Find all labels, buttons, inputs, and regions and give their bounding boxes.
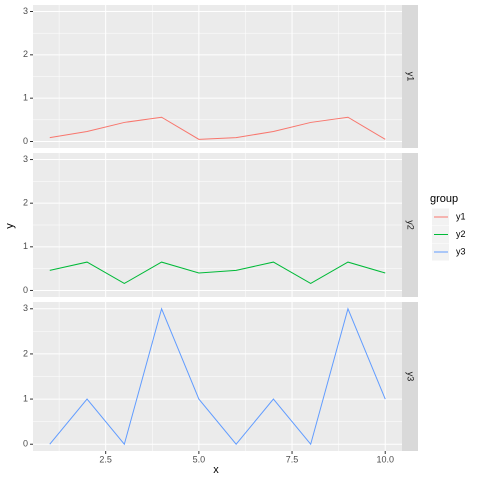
legend-label: y1 (456, 211, 466, 221)
legend-label: y2 (456, 229, 466, 239)
strip-background (402, 5, 418, 148)
y-tick-label: 3 (23, 154, 28, 164)
strip-label: y2 (406, 220, 416, 230)
y-tick-label: 1 (23, 93, 28, 103)
y-tick-label: 1 (23, 393, 28, 403)
line (49, 261, 386, 285)
strip-background (402, 302, 418, 451)
y-tick-label: 0 (23, 136, 28, 146)
line (49, 307, 386, 446)
legend-title: group (430, 193, 458, 205)
strip-background (402, 153, 418, 297)
y-tick-label: 2 (23, 348, 28, 358)
y-tick-label: 2 (23, 49, 28, 59)
strip-label: y3 (406, 372, 416, 382)
x-axis-label: x (213, 464, 219, 476)
y-tick-label: 2 (23, 198, 28, 208)
x-tick-label: 10.0 (376, 454, 394, 464)
x-tick-label: 7.5 (286, 454, 299, 464)
y-tick-label: 3 (23, 6, 28, 16)
y-tick-label: 1 (23, 241, 28, 251)
strip-label: y1 (406, 72, 416, 82)
y-axis-label: y (4, 223, 16, 229)
x-tick-label: 5.0 (193, 454, 206, 464)
legend-label: y3 (456, 246, 466, 256)
y-tick-label: 3 (23, 303, 28, 313)
x-tick-label: 2.5 (99, 454, 112, 464)
line (49, 116, 386, 140)
y-tick-label: 0 (23, 439, 28, 449)
y-tick-label: 0 (23, 285, 28, 295)
